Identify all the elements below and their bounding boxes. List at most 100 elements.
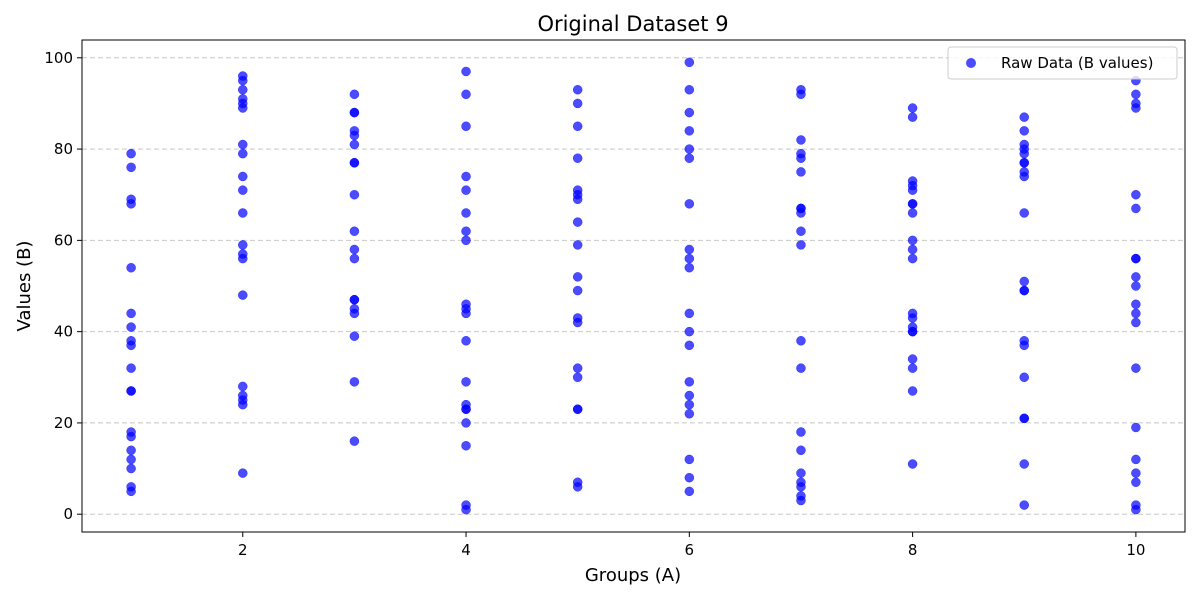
x-tick-label-2: 2: [238, 541, 248, 559]
data-point: [1131, 504, 1141, 515]
data-point: [907, 326, 918, 337]
data-point: [126, 486, 136, 497]
data-point: [907, 103, 918, 113]
data-point: [796, 135, 806, 145]
data-point: [1019, 285, 1029, 296]
data-point: [684, 262, 695, 273]
data-point: [907, 244, 918, 255]
data-point: [684, 153, 695, 163]
y-tick-label-0: 0: [63, 505, 73, 523]
data-point: [461, 171, 471, 182]
data-point: [238, 468, 248, 478]
data-point: [572, 363, 583, 373]
data-point: [907, 235, 918, 246]
data-point: [1019, 413, 1029, 424]
data-point: [907, 313, 918, 323]
data-point: [349, 107, 360, 118]
x-tick-label-10: 10: [1126, 541, 1145, 559]
data-point: [349, 89, 360, 100]
data-point: [349, 130, 360, 141]
data-point: [349, 377, 360, 387]
data-point: [126, 363, 136, 373]
data-point: [796, 153, 806, 163]
data-point: [684, 84, 695, 95]
data-point: [572, 217, 583, 227]
data-point: [461, 89, 471, 100]
data-point: [1019, 340, 1029, 351]
data-points: [126, 57, 1141, 515]
data-point: [461, 504, 471, 515]
data-point: [349, 189, 360, 200]
data-point: [684, 199, 695, 209]
data-point: [1019, 500, 1029, 510]
data-point: [238, 290, 248, 300]
data-point: [684, 107, 695, 118]
data-point: [684, 126, 695, 136]
data-point: [461, 336, 471, 346]
data-point: [1131, 308, 1141, 319]
data-point: [684, 377, 695, 387]
data-point: [684, 454, 695, 465]
data-point: [1131, 477, 1141, 488]
data-point: [572, 482, 583, 492]
data-point: [349, 308, 360, 319]
x-tick-label-6: 6: [685, 541, 695, 559]
y-tick-label-20: 20: [54, 414, 73, 432]
data-point: [126, 445, 136, 456]
data-point: [684, 308, 695, 319]
data-point: [238, 240, 248, 250]
data-point: [907, 112, 918, 122]
data-point: [126, 431, 136, 442]
data-point: [461, 377, 471, 387]
data-point: [126, 199, 136, 209]
data-point: [349, 253, 360, 264]
data-point: [572, 98, 583, 109]
data-point: [796, 167, 806, 177]
data-point: [684, 399, 695, 410]
data-point: [1019, 459, 1029, 469]
data-point: [238, 399, 248, 410]
data-point: [1131, 468, 1141, 478]
data-point: [1131, 363, 1141, 373]
data-point: [461, 404, 471, 414]
data-point: [572, 194, 583, 205]
legend: Raw Data (B values): [947, 46, 1178, 80]
data-point: [796, 427, 806, 437]
data-point: [684, 409, 695, 419]
legend-box: [947, 46, 1178, 80]
data-point: [684, 57, 695, 68]
y-tick-label-40: 40: [54, 323, 73, 341]
data-point: [1019, 148, 1029, 159]
data-point: [796, 363, 806, 373]
data-point: [684, 472, 695, 483]
data-point: [684, 244, 695, 255]
y-axis-ticks: 0 20 40 60 80 100: [44, 49, 82, 523]
data-point: [1131, 272, 1141, 282]
y-tick-label-80: 80: [54, 140, 73, 158]
data-point: [349, 139, 360, 150]
x-tick-label-4: 4: [461, 541, 471, 559]
data-point: [572, 240, 583, 250]
data-point: [126, 463, 136, 474]
data-point: [349, 158, 360, 168]
data-point: [907, 208, 918, 218]
data-point: [1019, 126, 1029, 136]
x-axis-ticks: 2 4 6 8 10: [238, 532, 1145, 559]
data-point: [461, 235, 471, 246]
data-point: [126, 454, 136, 465]
data-point: [796, 208, 806, 218]
data-point: [461, 121, 471, 132]
y-tick-label-100: 100: [44, 49, 73, 67]
data-point: [907, 253, 918, 264]
data-point: [907, 363, 918, 373]
data-point: [1131, 89, 1141, 100]
data-point: [796, 226, 806, 236]
data-point: [796, 445, 806, 456]
data-point: [1131, 203, 1141, 214]
data-point: [907, 459, 918, 469]
data-point: [349, 226, 360, 236]
data-point: [684, 340, 695, 351]
data-point: [796, 495, 806, 506]
data-point: [461, 418, 471, 428]
